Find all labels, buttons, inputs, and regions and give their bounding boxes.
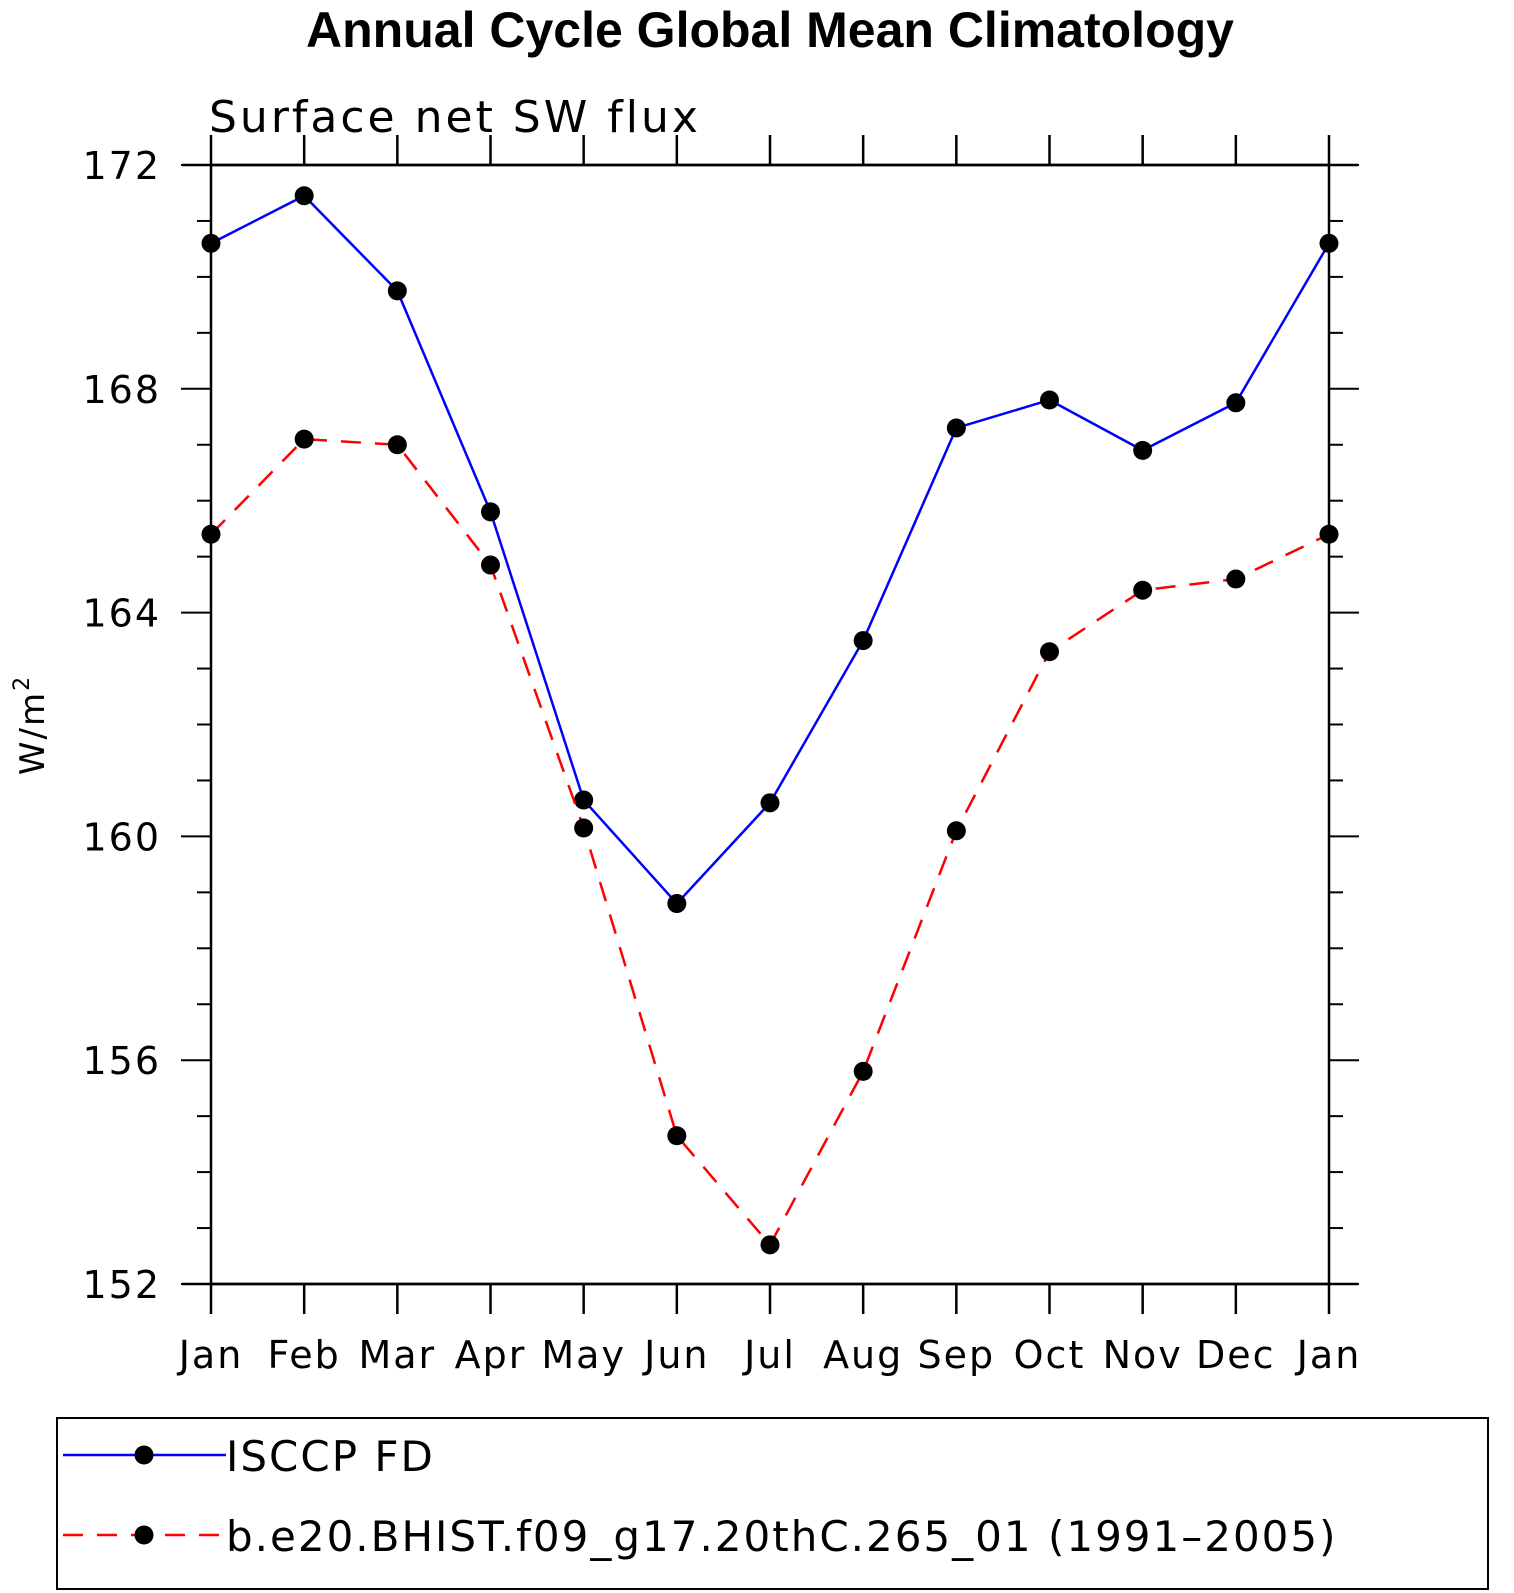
series-2-point bbox=[853, 1061, 873, 1081]
y-axis-label-text: W/m bbox=[13, 691, 53, 775]
legend-label-series-1: ISCCP FD bbox=[226, 1432, 435, 1481]
x-tick-label: Aug bbox=[823, 1333, 903, 1377]
x-tick-label: Jan bbox=[1295, 1333, 1362, 1377]
x-tick-label: Mar bbox=[358, 1333, 436, 1377]
x-tick-label: Apr bbox=[455, 1333, 527, 1377]
y-axis-label: W/m2 bbox=[10, 675, 53, 775]
y-tick-label: 164 bbox=[82, 592, 161, 636]
series-1-point bbox=[1133, 440, 1153, 460]
series-1-point bbox=[760, 793, 780, 813]
x-tick-label: Jun bbox=[642, 1333, 709, 1377]
x-tick-label: Feb bbox=[268, 1333, 341, 1377]
x-tick-label: Nov bbox=[1103, 1333, 1183, 1377]
y-tick-label: 168 bbox=[82, 368, 161, 412]
series-2-point bbox=[481, 555, 500, 575]
series-2-point bbox=[201, 524, 221, 544]
y-tick-label: 156 bbox=[82, 1039, 161, 1083]
series-2-point bbox=[760, 1235, 780, 1255]
y-tick-label: 160 bbox=[82, 815, 161, 859]
series-2-point bbox=[1319, 524, 1339, 544]
series-1-point bbox=[1040, 390, 1059, 410]
series-1-point bbox=[1226, 393, 1246, 413]
series-2-point bbox=[574, 818, 594, 838]
series-2-point bbox=[1040, 642, 1059, 662]
series-2-point bbox=[946, 821, 966, 841]
series-2-point bbox=[387, 435, 407, 455]
x-tick-label: Sep bbox=[918, 1333, 996, 1377]
series-1-point bbox=[667, 894, 687, 914]
series-1-point bbox=[387, 281, 407, 301]
y-tick-label: 172 bbox=[82, 144, 161, 188]
x-tick-label: Jan bbox=[177, 1333, 244, 1377]
series-1-point bbox=[1319, 233, 1339, 253]
chart-subtitle: Surface net SW flux bbox=[209, 92, 701, 143]
legend-label-series-2: b.e20.BHIST.f09_g17.20thC.265_01 (1991–2… bbox=[226, 1512, 1338, 1561]
series-1-point bbox=[201, 233, 221, 253]
series-1-point bbox=[481, 502, 500, 522]
plot-frame bbox=[209, 163, 1331, 1286]
y-axis-label-superscript: 2 bbox=[10, 675, 35, 691]
legend-marker-series-2 bbox=[134, 1525, 154, 1545]
series-1-point bbox=[574, 790, 594, 810]
x-tick-label: Oct bbox=[1014, 1333, 1086, 1377]
x-tick-label: Jul bbox=[742, 1333, 796, 1377]
plot-area: Jan Feb Mar Apr May Jun Jul Aug Sep Oct Nov Dec Jan 1… bbox=[82, 135, 1362, 1377]
x-tick-label: May bbox=[541, 1333, 626, 1377]
series-1-point bbox=[294, 186, 314, 206]
series-2-point bbox=[294, 429, 314, 449]
series-2-point bbox=[1226, 569, 1246, 589]
series-2-point bbox=[667, 1126, 687, 1146]
legend-marker-series-1 bbox=[134, 1445, 154, 1465]
series-1-point bbox=[853, 631, 873, 651]
y-tick-label: 152 bbox=[82, 1263, 161, 1307]
x-tick-label: Dec bbox=[1196, 1333, 1276, 1377]
legend-box bbox=[56, 1417, 1489, 1590]
series-2-line bbox=[210, 437, 1330, 1247]
legend: ISCCP FD b.e20.BHIST.f09_g17.20thC.265_0… bbox=[56, 1417, 1489, 1590]
series-2-point bbox=[1133, 580, 1153, 600]
series-1-point bbox=[946, 418, 966, 438]
chart-title: Annual Cycle Global Mean Climatology bbox=[306, 2, 1234, 58]
